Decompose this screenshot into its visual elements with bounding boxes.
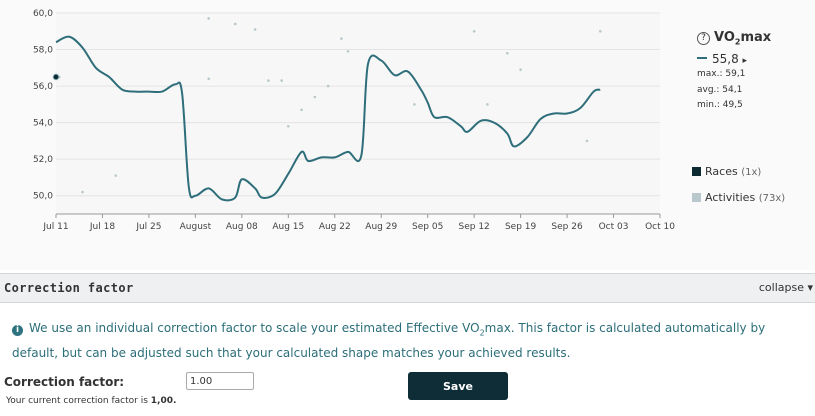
info-text-a: We use an individual correction factor t… <box>29 321 480 335</box>
y-tick-label: 60,0 <box>33 9 53 19</box>
current-factor-label: Your current correction factor is <box>6 396 148 406</box>
current-value-text: 55,8 <box>712 52 739 66</box>
vo2max-title-post: max <box>740 30 772 45</box>
x-tick-label: Jul 11 <box>42 222 68 232</box>
activity-point <box>81 190 84 194</box>
min-value: min.: 49,5 <box>697 100 743 110</box>
collapse-toggle[interactable]: collapse ▾ <box>758 281 813 294</box>
activity-point <box>300 108 303 112</box>
activity-point <box>267 79 270 82</box>
activities-swatch-icon <box>692 193 701 202</box>
activity-point <box>472 29 476 33</box>
activities-count: (73x) <box>758 193 786 204</box>
activity-point <box>506 51 509 55</box>
race-point <box>52 73 60 81</box>
help-icon[interactable]: ? <box>697 32 710 45</box>
activity-point <box>346 50 350 53</box>
save-button[interactable]: Save <box>408 372 508 400</box>
current-value: 55,8 ▸ <box>697 52 747 66</box>
correction-factor-label: Correction factor: <box>4 375 125 389</box>
x-tick-label: Sep 26 <box>551 222 583 232</box>
x-tick-label: Aug 22 <box>319 222 351 232</box>
activity-point <box>519 68 522 71</box>
legend-races[interactable]: Races (1x) <box>692 165 761 178</box>
activity-point <box>313 95 317 99</box>
activity-point <box>585 139 589 143</box>
arrow-right-icon[interactable]: ▸ <box>742 56 748 66</box>
info-icon: i <box>12 325 23 336</box>
x-tick-label: August <box>180 222 212 232</box>
x-tick-label: Sep 19 <box>505 222 537 232</box>
vo2max-title-pre: VO <box>714 30 735 45</box>
x-tick-label: Oct 10 <box>645 222 675 232</box>
x-tick-label: Sep 05 <box>412 222 443 232</box>
section-title: Correction factor <box>4 281 134 295</box>
y-tick-label: 56,0 <box>33 82 53 92</box>
activity-point <box>114 174 118 177</box>
races-count: (1x) <box>741 167 762 178</box>
activity-point <box>598 29 602 33</box>
max-value: max.: 59,1 <box>697 69 746 79</box>
x-tick-label: Jul 25 <box>135 222 161 232</box>
legend-activities[interactable]: Activities (73x) <box>692 191 785 204</box>
activities-label: Activities <box>705 191 756 204</box>
vo2max-title-sub: 2 <box>734 37 741 47</box>
vo2max-chart: 60,0 58,0 56,0 54,0 52,0 50,0 Jul 11 Jul 18 Jul … <box>0 0 815 270</box>
activity-point <box>207 17 210 20</box>
x-tick-label: Sep 12 <box>459 222 490 232</box>
activity-point <box>207 77 210 81</box>
current-factor-text: Your current correction factor is 1,00. <box>6 396 176 406</box>
line-swatch-icon <box>697 57 707 59</box>
info-text-b: max. This factor is calculated automatic… <box>12 321 766 361</box>
races-label: Races <box>705 165 738 178</box>
x-tick-label: Jul 18 <box>89 222 115 232</box>
x-tick-label: Aug 29 <box>365 222 397 232</box>
chart-svg[interactable]: 60,0 58,0 56,0 54,0 52,0 50,0 Jul 11 Jul 18 Jul … <box>0 0 815 270</box>
activity-point <box>486 103 489 106</box>
vo2max-line <box>55 35 601 202</box>
correction-factor-input[interactable] <box>186 372 254 390</box>
info-message: i We use an individual correction factor … <box>12 318 807 363</box>
correction-factor-section-header: Correction factor collapse ▾ <box>0 273 815 303</box>
current-factor-value: 1,00. <box>150 396 177 406</box>
x-tick-label: Aug 08 <box>226 222 258 232</box>
y-tick-label: 52,0 <box>33 155 53 165</box>
y-tick-label: 50,0 <box>33 192 53 202</box>
info-text-sub: 2 <box>479 328 485 338</box>
y-tick-label: 54,0 <box>33 119 53 129</box>
activity-point <box>326 84 330 88</box>
activity-point <box>253 28 257 31</box>
x-tick-label: Oct 03 <box>599 222 629 232</box>
x-tick-label: Aug 15 <box>272 222 304 232</box>
races-swatch-icon <box>692 167 701 176</box>
y-tick-label: 58,0 <box>33 46 53 56</box>
activity-point <box>340 37 343 40</box>
avg-value: avg.: 54,1 <box>697 85 743 95</box>
activity-point <box>233 22 237 26</box>
vo2max-title[interactable]: ? VO2max <box>697 30 771 47</box>
activity-point <box>280 79 283 82</box>
activity-point <box>413 103 416 106</box>
activity-point <box>287 124 290 128</box>
